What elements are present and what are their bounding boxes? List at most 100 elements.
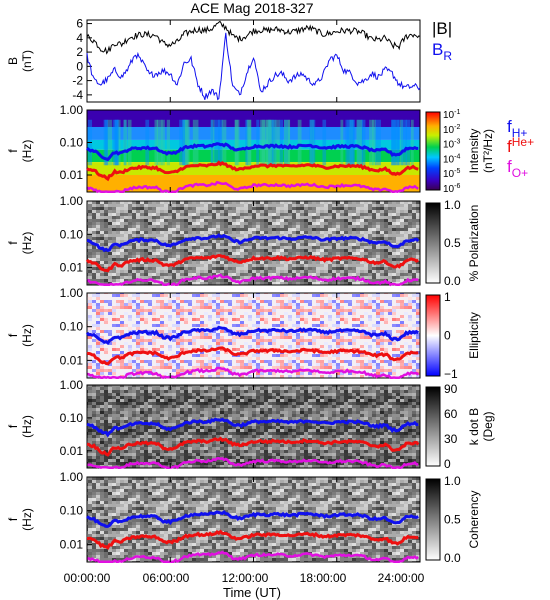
spectrum-streak: [154, 119, 159, 166]
spectrum-streak: [184, 119, 190, 166]
gyro-line-O+: [86, 366, 420, 380]
spectrum-streak: [246, 119, 252, 166]
panel-coherency: f (Hz) 1.00 0.10 0.01 1.0 0.5 0.0 Coherency: [6, 470, 481, 565]
spectrum-streak: [266, 119, 272, 166]
spectrum-streak: [405, 119, 411, 166]
y-tick-label: 0.01: [60, 353, 84, 367]
spectrum-streak: [179, 119, 186, 166]
y-tick-label: 0.01: [60, 444, 84, 458]
colorbar-label: Intensity: [467, 129, 481, 174]
colorbar-tick-label: 10-4: [443, 153, 460, 165]
panel-intensity: f (Hz) 1.00 0.10 0.01 10-1 10-2 10-3 10-4 10-5 10-…: [6, 103, 534, 195]
gyro-line-He+: [85, 253, 419, 273]
y-tick-label: 1.00: [60, 286, 84, 300]
spectrum-streak: [210, 119, 214, 166]
y-tick-label: -4: [72, 88, 83, 102]
spectrum-streak: [112, 119, 119, 166]
colorbar-tick-label: −1: [444, 367, 458, 381]
colorbar: [425, 202, 441, 284]
colorbar-tick-label: 1.0: [444, 198, 461, 212]
colorbar-tick-label: 90: [444, 382, 458, 396]
spectrum-streak: [322, 119, 327, 166]
y-tick-label: 0.01: [60, 168, 84, 182]
panel-polarization: f (Hz) 1.00 0.10 0.01 1.0 0.5 0.0 % Polarization: [6, 194, 481, 288]
spectrum-streak: [123, 119, 127, 166]
y-axis-unit: (Hz): [20, 140, 34, 163]
y-axis-label: f: [6, 517, 20, 521]
colorbar-tick-label: 0.5: [444, 236, 461, 250]
y-axis-label: f: [6, 241, 20, 245]
spectrum-streak: [166, 119, 171, 166]
spectrum-streak: [245, 119, 249, 166]
y-tick-label: 0.01: [60, 261, 84, 275]
spectrum-streak: [221, 119, 227, 166]
spectrum-streak: [391, 119, 396, 166]
spectrum-streak: [356, 119, 362, 166]
spectrum-band-1: [87, 126, 420, 140]
colorbar-tick-label: 10-5: [443, 168, 460, 180]
colorbar: [425, 294, 441, 377]
spectrum-streak: [349, 119, 354, 166]
legend-He-plus: fHe+: [507, 135, 534, 156]
y-tick-label: 0.01: [60, 537, 84, 551]
y-tick-label: 6: [76, 17, 83, 31]
legend-O-plus: fO+: [507, 157, 528, 180]
y-tick-label: 0.10: [60, 320, 84, 334]
spectrum-streak: [107, 119, 112, 166]
spectrum-streak: [183, 119, 189, 166]
gyro-line-O+: [86, 180, 419, 194]
spectrum-streak: [256, 119, 260, 166]
colorbar-tick-label: 0.0: [444, 551, 461, 565]
x-tick-label-2: 12:00:00: [222, 571, 269, 585]
spectrum-streak: [391, 119, 397, 166]
gyro-line-H+: [86, 417, 419, 438]
y-tick-label: 0.10: [60, 227, 84, 241]
spectrum-streak: [340, 119, 344, 166]
x-tick-label-3: 18:00:00: [300, 571, 347, 585]
spectrum-streak: [123, 119, 127, 166]
x-tick-label-1: 06:00:00: [143, 571, 190, 585]
panel-ellipticity: f (Hz) 1.00 0.10 0.01 1 0 −1 Ellipticity: [6, 286, 481, 381]
spectrum-streak: [297, 119, 302, 166]
gyro-line-He+: [86, 529, 419, 550]
colorbar-tick-label: 0: [444, 329, 451, 343]
colorbar-tick-label: 0.5: [444, 513, 461, 527]
y-axis-label: f: [6, 424, 20, 428]
y-axis-label: B: [6, 57, 20, 65]
spectrum-streak: [399, 119, 404, 166]
y-axis-unit: (Hz): [20, 508, 34, 531]
y-tick-label: 0.10: [60, 136, 84, 150]
colorbar-tick-label: 0: [444, 457, 451, 471]
y-tick-label: 0.10: [60, 411, 84, 425]
x-tick-label-4: 24:00:00: [378, 571, 425, 585]
colorbar-unit: (nT²/Hz): [481, 129, 495, 173]
colorbar: [425, 111, 441, 191]
spectrum-streak: [349, 119, 355, 166]
spectrum-streak: [279, 119, 284, 166]
y-tick-label: 4: [76, 31, 83, 45]
spectrum-streak: [395, 119, 399, 166]
x-axis: 00:00:00 06:00:00 12:00:00 18:00:00 24:0…: [64, 571, 425, 600]
colorbar-label: Ellipticity: [467, 312, 481, 359]
gyro-line-H+: [86, 509, 419, 528]
spectrum-streak: [375, 119, 381, 166]
colorbar-tick-label: 30: [444, 432, 458, 446]
colorbar-tick-label: 10-3: [443, 139, 460, 151]
spectrum-streak: [234, 119, 239, 166]
gyro-line-He+: [86, 346, 419, 366]
spectrum-streak: [247, 119, 251, 166]
colorbar-tick-label: 10-2: [443, 124, 460, 136]
spectrum-streak: [182, 119, 189, 166]
spectrum-streak: [104, 119, 108, 166]
y-axis-unit: (Hz): [20, 232, 34, 255]
spectrum-streak: [272, 119, 277, 166]
spectrum-streak: [372, 119, 376, 166]
x-axis-title: Time (UT): [223, 585, 281, 600]
y-tick-label: -2: [72, 74, 83, 88]
spectrum-streak: [361, 119, 366, 166]
spectrum-streak: [234, 119, 240, 166]
spectrum-streak: [283, 119, 290, 166]
spectrum-streak: [369, 119, 374, 166]
